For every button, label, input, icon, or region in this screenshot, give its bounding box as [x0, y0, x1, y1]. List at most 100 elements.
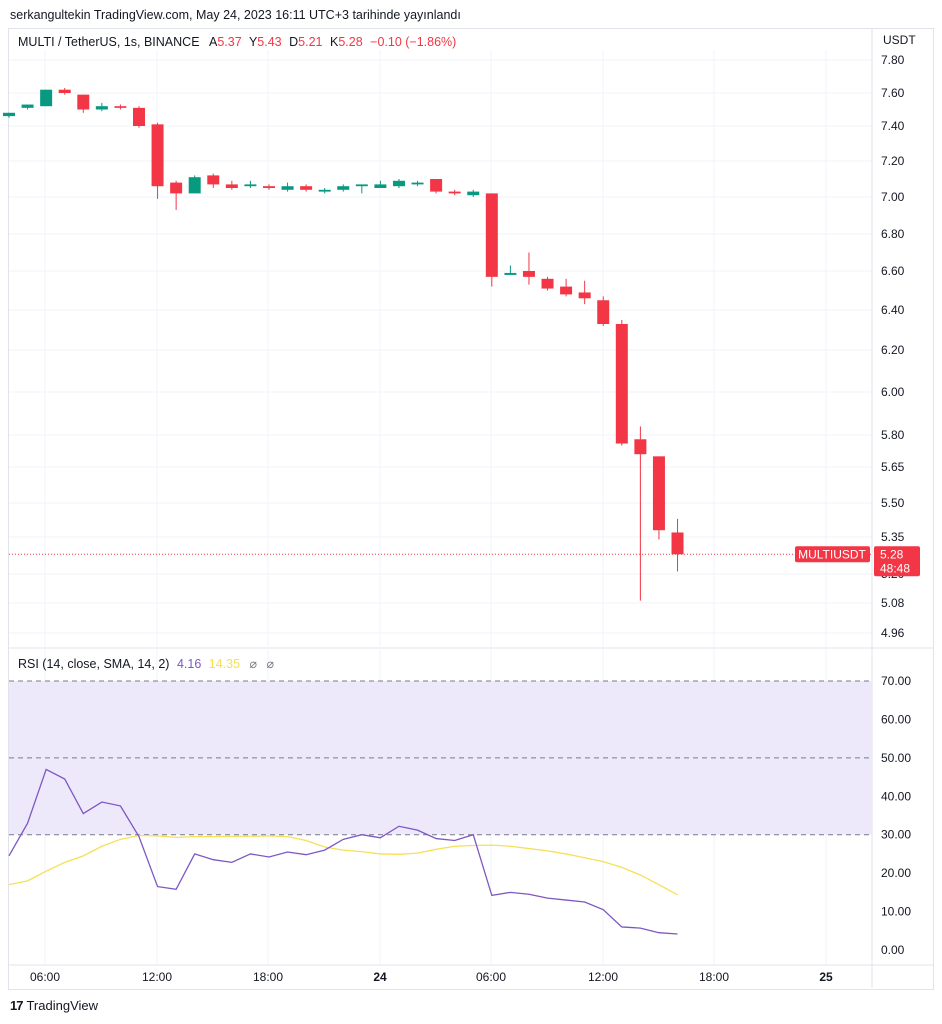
candle-body — [430, 179, 443, 192]
candle-body — [355, 184, 368, 187]
symbol-tag-bg — [795, 546, 870, 563]
time-tick-label: 18:00 — [699, 970, 729, 984]
candle-body — [300, 186, 313, 190]
close-value: 5.28 — [338, 35, 363, 49]
chart-frame[interactable] — [8, 28, 934, 990]
rsi-band-fill — [9, 681, 872, 835]
rsi-sma-value: 14.35 — [208, 657, 241, 671]
price-tick-label: 5.50 — [881, 496, 905, 510]
candle-body — [132, 107, 145, 126]
rsi-title: RSI (14, close, SMA, 14, 2) — [18, 657, 170, 671]
time-tick-label: 25 — [819, 970, 833, 984]
price-tag-countdown: 48:48 — [880, 561, 910, 575]
candle-body — [485, 193, 498, 277]
price-tick-label: 6.40 — [881, 303, 905, 317]
rsi-tick-label: 0.00 — [881, 943, 905, 957]
rsi-tick-label: 40.00 — [881, 789, 911, 803]
rsi-na-2: ⌀ — [266, 657, 275, 671]
candle-body — [114, 106, 127, 108]
price-tick-label: 5.35 — [881, 530, 905, 544]
tradingview-logo-icon: 17 — [10, 998, 24, 1013]
high-value: 5.43 — [257, 35, 282, 49]
candle-body — [244, 184, 257, 187]
close-label: K — [329, 35, 339, 49]
price-tick-label: 7.20 — [881, 154, 905, 168]
candle-body — [21, 104, 34, 108]
time-tick-label: 24 — [373, 970, 387, 984]
candle-body — [560, 286, 573, 295]
candle-body — [170, 182, 183, 194]
low-value: 5.21 — [298, 35, 323, 49]
time-tick-label: 12:00 — [142, 970, 172, 984]
price-tick-label: 7.60 — [881, 86, 905, 100]
candle-body — [522, 271, 535, 277]
candle-body — [188, 177, 201, 194]
open-value: 5.37 — [217, 35, 242, 49]
candles — [3, 88, 684, 601]
high-label: Y — [248, 35, 258, 49]
rsi-axis: 70.00 60.00 50.00 40.00 30.00 20.00 10.00 0.00 — [881, 674, 911, 957]
price-tick-label: 6.60 — [881, 264, 905, 278]
candle-body — [578, 292, 591, 299]
rsi-tick-label: 30.00 — [881, 828, 911, 842]
rsi-na-1: ⌀ — [249, 657, 258, 671]
published-header: serkangultekin TradingView.com, May 24, … — [10, 8, 461, 22]
time-tick-label: 06:00 — [476, 970, 506, 984]
symbol-title: MULTI / TetherUS, 1s, BINANCE — [18, 35, 200, 49]
candle-body — [58, 89, 71, 93]
footer[interactable]: 17 TradingView — [10, 998, 98, 1013]
price-tick-label: 6.80 — [881, 227, 905, 241]
time-tick-label: 18:00 — [253, 970, 283, 984]
rsi-line — [8, 768, 678, 935]
candle-body — [3, 112, 15, 117]
time-axis: 06:00 12:00 18:00 24 06:00 12:00 18:00 25 — [30, 970, 833, 984]
candle-body — [207, 175, 220, 185]
candle-body — [671, 532, 684, 555]
footer-brand: TradingView — [26, 998, 99, 1013]
change-value: −0.10 (−1.86%) — [370, 35, 457, 49]
candle-body — [337, 186, 350, 190]
price-tick-label: 6.00 — [881, 385, 905, 399]
rsi-tick-label: 10.00 — [881, 905, 911, 919]
rsi-value: 4.16 — [176, 657, 202, 671]
price-tick-label: 7.40 — [881, 119, 905, 133]
candle-body — [541, 278, 554, 289]
candle-body — [262, 186, 275, 188]
price-tick-label: 6.20 — [881, 343, 905, 357]
candle-body — [615, 324, 628, 444]
rsi-tick-label: 70.00 — [881, 674, 911, 688]
candle-body — [225, 184, 238, 188]
time-tick-label: 12:00 — [588, 970, 618, 984]
candle-body — [504, 272, 517, 275]
time-tick-label: 06:00 — [30, 970, 60, 984]
price-axis: 7.80 7.60 7.40 7.20 7.00 6.80 6.60 6.40 6.20 6.00… — [881, 53, 905, 640]
rsi-band — [9, 680, 872, 836]
candle-body — [95, 106, 108, 110]
rsi-lines — [8, 768, 678, 935]
price-tick-label: 7.00 — [881, 190, 905, 204]
price-tick-label: 4.96 — [881, 626, 905, 640]
price-tick-label: 5.08 — [881, 596, 905, 610]
price-tick-label: 7.80 — [881, 53, 905, 67]
candle-body — [467, 191, 480, 196]
price-tick-label: 5.80 — [881, 428, 905, 442]
currency-label: USDT — [883, 33, 916, 47]
candle-body — [281, 186, 294, 190]
grid-lines — [9, 29, 933, 988]
candle-body — [77, 94, 90, 110]
candle-body — [634, 439, 647, 455]
candle-body — [374, 184, 387, 188]
price-tag-value: 5.28 — [880, 547, 904, 561]
candle-body — [411, 182, 424, 185]
rsi-tick-label: 20.00 — [881, 866, 911, 880]
rsi-legend[interactable]: RSI (14, close, SMA, 14, 2) 4.16 14.35 ⌀… — [18, 656, 274, 671]
symbol-legend[interactable]: MULTI / TetherUS, 1s, BINANCE A5.37 Y5.4… — [18, 35, 460, 49]
rsi-tick-label: 50.00 — [881, 751, 911, 765]
candle-body — [652, 456, 665, 531]
price-tag-bg — [874, 546, 920, 577]
open-label: A — [209, 35, 218, 49]
candle-body — [448, 191, 461, 194]
candle-body — [40, 89, 53, 107]
